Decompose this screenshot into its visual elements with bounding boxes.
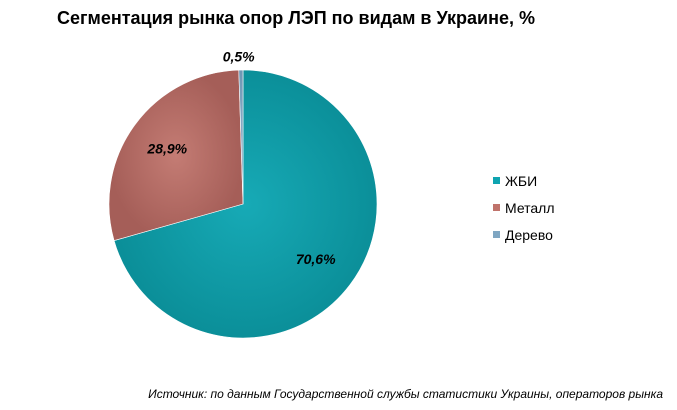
legend-swatch-zhbi xyxy=(493,177,500,184)
slice-zhbi xyxy=(113,69,378,339)
label-zhbi: 70,6% xyxy=(296,251,336,267)
source-note: Источник: по данным Государственной служ… xyxy=(148,387,663,401)
chart-title: Сегментация рынка опор ЛЭП по видам в Ук… xyxy=(57,8,535,28)
legend-swatch-wood xyxy=(493,231,500,238)
legend-swatch-metal xyxy=(493,204,500,211)
label-metal: 28,9% xyxy=(146,141,187,157)
legend: ЖБИ Металл Дерево xyxy=(493,167,555,248)
label-wood: 0,5% xyxy=(223,49,255,65)
legend-item-zhbi: ЖБИ xyxy=(493,167,555,194)
legend-item-wood: Дерево xyxy=(493,221,555,248)
legend-label-zhbi: ЖБИ xyxy=(505,172,538,189)
legend-label-metal: Металл xyxy=(505,199,555,216)
slice-metal xyxy=(108,69,244,241)
legend-label-wood: Дерево xyxy=(505,226,553,243)
slice-wood xyxy=(238,69,244,205)
legend-item-metal: Металл xyxy=(493,194,555,221)
